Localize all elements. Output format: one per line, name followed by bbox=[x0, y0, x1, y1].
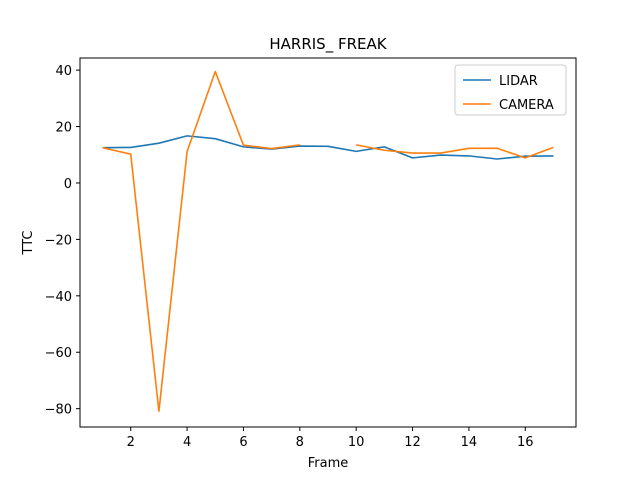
data-point-lidar bbox=[130, 146, 132, 148]
x-tick-label: 8 bbox=[296, 435, 304, 450]
data-point-camera bbox=[214, 70, 216, 72]
data-point-lidar bbox=[186, 135, 188, 137]
data-point-lidar bbox=[214, 137, 216, 139]
data-point-lidar bbox=[327, 145, 329, 147]
y-axis-ticks: −80 −60 −40 −20 0 20 40 bbox=[45, 64, 80, 418]
x-axis-label: Frame bbox=[308, 456, 349, 471]
data-point-lidar bbox=[411, 157, 413, 159]
data-point-camera bbox=[242, 144, 244, 146]
data-point-camera bbox=[524, 157, 526, 159]
data-point-camera bbox=[355, 144, 357, 146]
data-point-camera bbox=[411, 152, 413, 154]
legend-label-camera: CAMERA bbox=[499, 98, 554, 113]
legend-box bbox=[454, 64, 567, 116]
axes-frame bbox=[79, 57, 577, 428]
data-point-camera bbox=[299, 144, 301, 146]
data-point-lidar bbox=[383, 146, 385, 148]
data-point-camera bbox=[468, 147, 470, 149]
x-tick-label: 2 bbox=[127, 435, 135, 450]
series-lidar bbox=[102, 135, 554, 160]
x-tick-label: 16 bbox=[517, 435, 534, 450]
y-tick-label: −80 bbox=[45, 403, 72, 418]
x-tick-label: 14 bbox=[461, 435, 478, 450]
data-point-camera bbox=[186, 150, 188, 152]
legend: LIDAR CAMERA bbox=[454, 64, 567, 116]
y-axis-label: TTC bbox=[21, 231, 36, 256]
data-point-camera bbox=[440, 152, 442, 154]
data-point-camera bbox=[101, 147, 103, 149]
chart-title: HARRIS_ FREAK bbox=[269, 35, 387, 54]
data-point-camera bbox=[496, 147, 498, 149]
series-camera bbox=[101, 70, 554, 413]
y-tick-label: −20 bbox=[45, 233, 72, 248]
data-point-camera bbox=[552, 146, 554, 148]
series-line-camera bbox=[102, 70, 300, 413]
data-point-camera bbox=[270, 147, 272, 149]
series-layer bbox=[101, 70, 554, 413]
x-tick-label: 6 bbox=[239, 435, 247, 450]
data-point-camera bbox=[158, 410, 160, 412]
y-tick-label: 40 bbox=[55, 64, 72, 79]
y-tick-label: −40 bbox=[45, 290, 72, 305]
data-point-camera bbox=[383, 149, 385, 151]
x-tick-label: 12 bbox=[404, 435, 421, 450]
x-axis-ticks: 2 4 6 8 10 12 14 16 bbox=[127, 427, 534, 450]
y-tick-label: 0 bbox=[64, 177, 72, 192]
y-tick-label: 20 bbox=[55, 121, 72, 136]
series-line-camera bbox=[356, 144, 554, 159]
data-point-lidar bbox=[355, 150, 357, 152]
series-line-lidar bbox=[102, 135, 554, 160]
data-point-camera bbox=[130, 153, 132, 155]
data-point-lidar bbox=[468, 155, 470, 157]
data-point-lidar bbox=[496, 158, 498, 160]
legend-label-lidar: LIDAR bbox=[499, 74, 538, 89]
x-tick-label: 4 bbox=[183, 435, 191, 450]
x-tick-label: 10 bbox=[348, 435, 365, 450]
data-point-lidar bbox=[552, 155, 554, 157]
data-point-lidar bbox=[158, 142, 160, 144]
y-tick-label: −60 bbox=[45, 346, 72, 361]
